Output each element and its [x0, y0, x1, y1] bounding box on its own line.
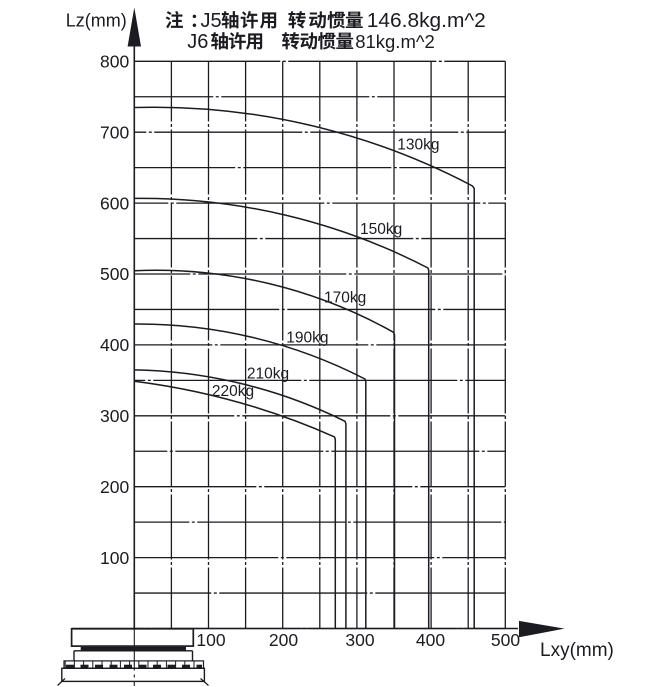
- svg-text:190kg: 190kg: [286, 329, 328, 346]
- svg-text:J6: J6: [187, 31, 208, 53]
- svg-text:500: 500: [100, 264, 129, 284]
- svg-text:81kg.m^2: 81kg.m^2: [355, 31, 435, 52]
- svg-text:600: 600: [100, 193, 129, 213]
- svg-text:800: 800: [100, 52, 129, 72]
- svg-text:400: 400: [100, 335, 129, 355]
- svg-text:170kg: 170kg: [324, 290, 366, 307]
- svg-text:500: 500: [491, 630, 520, 650]
- svg-text:130kg: 130kg: [397, 137, 439, 154]
- svg-text:700: 700: [100, 122, 129, 142]
- svg-text:Lxy(mm): Lxy(mm): [540, 640, 614, 661]
- svg-text:J5: J5: [201, 10, 222, 32]
- svg-text:220kg: 220kg: [212, 383, 254, 400]
- svg-text:100: 100: [196, 630, 225, 650]
- svg-text:200: 200: [100, 477, 129, 497]
- svg-text:100: 100: [100, 548, 129, 568]
- svg-text:146.8kg.m^2: 146.8kg.m^2: [367, 10, 486, 32]
- svg-text:300: 300: [345, 630, 374, 650]
- svg-text:210kg: 210kg: [247, 365, 289, 382]
- svg-text:400: 400: [416, 630, 445, 650]
- svg-text:200: 200: [269, 630, 298, 650]
- svg-text:150kg: 150kg: [360, 221, 402, 238]
- svg-text:Lz(mm): Lz(mm): [66, 10, 127, 30]
- svg-text:300: 300: [100, 406, 129, 426]
